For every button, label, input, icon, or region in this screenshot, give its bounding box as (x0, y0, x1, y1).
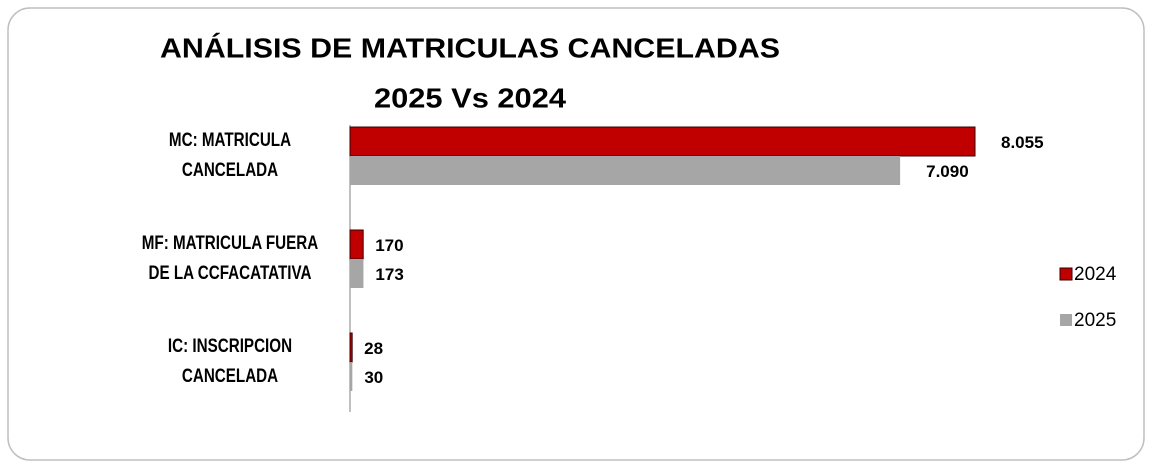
value-label: 7.090 (926, 162, 969, 181)
value-label: 30 (364, 368, 383, 387)
bar (349, 332, 353, 363)
bar (349, 229, 364, 260)
category-label: MF: MATRICULA FUERA DE LA CCFACATATIVA (141, 233, 319, 284)
value-label: 173 (375, 265, 403, 284)
bar (350, 156, 901, 185)
category-label: MC: MATRICULA CANCELADA (168, 130, 292, 181)
bar (350, 362, 353, 391)
legend-swatch (1059, 267, 1073, 281)
value-label: 170 (375, 236, 403, 255)
legend-label: 2025 (1074, 310, 1116, 331)
bar (349, 126, 976, 157)
chart-frame (7, 7, 1145, 461)
value-label: 8.055 (1001, 133, 1044, 152)
bar (350, 259, 364, 288)
category-label: IC: INSCRIPCION CANCELADA (167, 336, 293, 387)
chart-subtitle: 2025 Vs 2024 (374, 82, 566, 113)
value-label: 28 (364, 339, 383, 358)
legend-swatch (1060, 314, 1072, 326)
chart-title: ANÁLISIS DE MATRICULAS CANCELADAS (160, 32, 780, 63)
legend-label: 2024 (1074, 264, 1117, 285)
